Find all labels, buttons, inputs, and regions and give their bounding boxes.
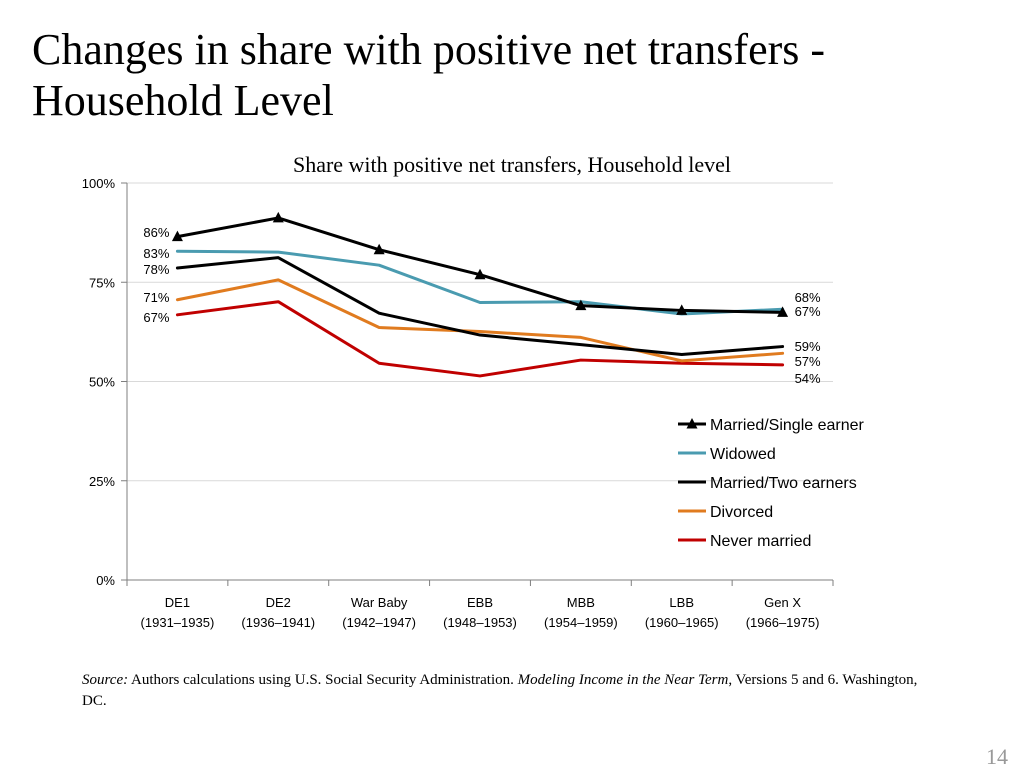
start-value-label: 71% bbox=[143, 290, 169, 305]
source-text: Authors calculations using U.S. Social S… bbox=[128, 672, 518, 688]
start-value-label: 83% bbox=[143, 246, 169, 261]
slide-title-line-2: Household Level bbox=[32, 76, 334, 125]
series-line-3 bbox=[175, 278, 785, 363]
start-value-label: 86% bbox=[143, 225, 169, 240]
legend-label: Widowed bbox=[710, 446, 776, 463]
start-value-label: 67% bbox=[143, 310, 169, 325]
series-point-triangle bbox=[777, 306, 789, 317]
x-tick-sublabel: (1936–1941) bbox=[241, 615, 315, 630]
end-value-label: 67% bbox=[795, 304, 821, 319]
legend-label: Never married bbox=[710, 533, 811, 550]
x-tick-label: MBB bbox=[567, 595, 595, 610]
x-tick-sublabel: (1942–1947) bbox=[342, 615, 416, 630]
x-tick-sublabel: (1960–1965) bbox=[645, 615, 719, 630]
series-point-triangle bbox=[171, 230, 183, 242]
slide-title: Changes in share with positive net trans… bbox=[32, 24, 992, 126]
page-number: 14 bbox=[986, 744, 1008, 769]
y-tick-label: 75% bbox=[89, 275, 115, 290]
y-tick-label: 100% bbox=[82, 176, 116, 191]
series-line-0 bbox=[175, 216, 785, 314]
series-line-4 bbox=[175, 300, 785, 378]
start-value-label: 78% bbox=[143, 262, 169, 277]
end-value-label: 59% bbox=[795, 339, 821, 354]
source-publication: Modeling Income in the Near Term bbox=[517, 672, 729, 688]
y-tick-label: 0% bbox=[96, 573, 115, 588]
legend-label: Married/Single earner bbox=[710, 417, 865, 434]
x-tick-label: DE2 bbox=[266, 595, 291, 610]
source-note: Source: Authors calculations using U.S. … bbox=[82, 670, 922, 712]
x-tick-sublabel: (1931–1935) bbox=[141, 615, 215, 630]
end-value-label: 54% bbox=[795, 371, 821, 386]
chart-title: Share with positive net transfers, House… bbox=[292, 152, 732, 177]
x-tick-sublabel: (1948–1953) bbox=[443, 615, 517, 630]
x-tick-label: DE1 bbox=[165, 595, 190, 610]
x-tick-label: LBB bbox=[669, 595, 694, 610]
series-point-triangle bbox=[575, 299, 587, 311]
x-tick-label: Gen X bbox=[764, 595, 801, 610]
legend-label: Divorced bbox=[710, 504, 773, 521]
x-tick-label: EBB bbox=[467, 595, 493, 610]
y-tick-label: 25% bbox=[89, 474, 115, 489]
end-value-label: 57% bbox=[795, 354, 821, 369]
series-point-triangle bbox=[474, 268, 486, 280]
x-tick-sublabel: (1954–1959) bbox=[544, 615, 618, 630]
slide-title-line-1: Changes in share with positive net trans… bbox=[32, 25, 826, 74]
legend-marker-triangle bbox=[686, 418, 698, 429]
x-tick-label: War Baby bbox=[351, 595, 408, 610]
x-tick-sublabel: (1966–1975) bbox=[746, 615, 820, 630]
series-point-triangle bbox=[272, 211, 284, 223]
legend-label: Married/Two earners bbox=[710, 475, 857, 492]
series-point-triangle bbox=[676, 304, 688, 315]
series-line-2 bbox=[175, 256, 785, 357]
end-value-label: 68% bbox=[795, 290, 821, 305]
source-tail: , Versions 5 and 6. Washington, DC. bbox=[82, 672, 918, 709]
source-label: Source: bbox=[82, 672, 129, 688]
y-tick-label: 50% bbox=[89, 375, 115, 390]
series-point-triangle bbox=[373, 243, 385, 255]
